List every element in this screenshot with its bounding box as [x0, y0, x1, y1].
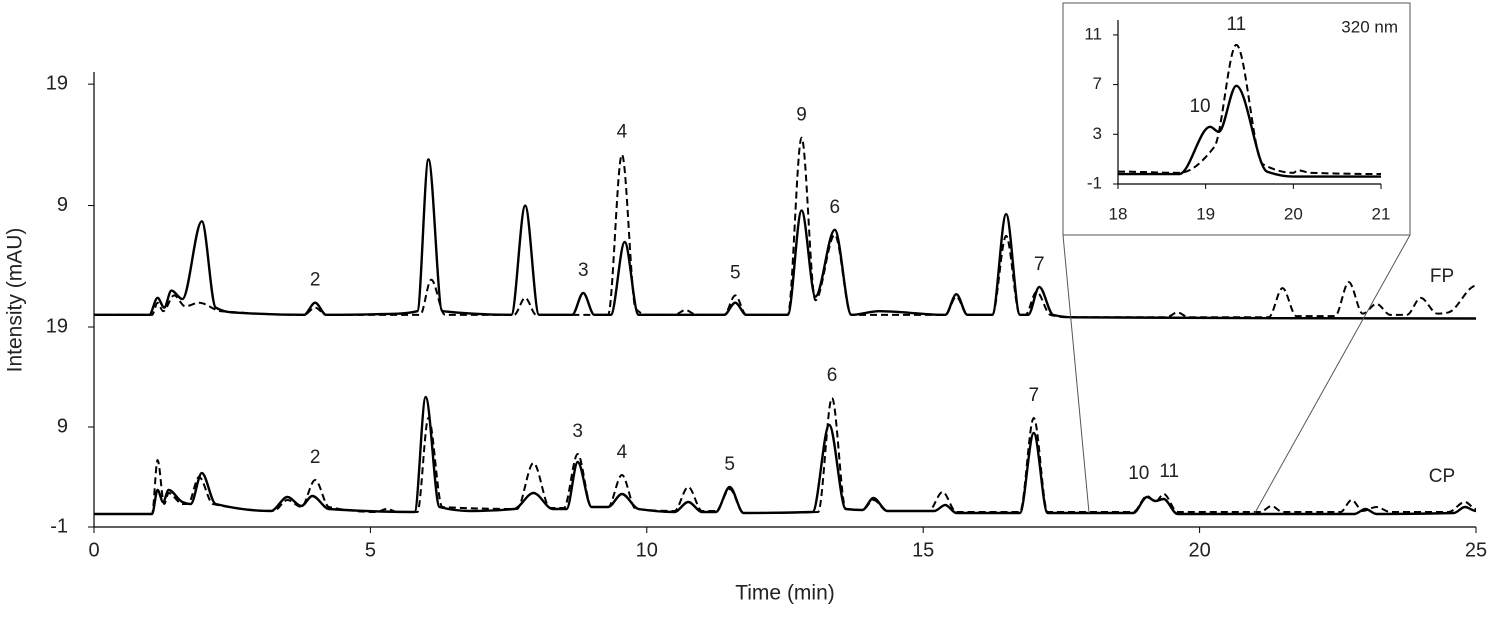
y-tick-label: 9	[57, 415, 68, 437]
peak-label: 11	[1159, 461, 1179, 482]
series-line	[93, 395, 1477, 516]
y-tick-label: 19	[46, 315, 68, 337]
series-line	[1118, 84, 1381, 178]
peak-label: 2	[310, 447, 321, 468]
peak-label: 3	[578, 260, 589, 281]
inset-x-tick-label: 20	[1284, 204, 1303, 223]
x-tick-label: 10	[636, 539, 658, 561]
x-axis-title: Time (min)	[735, 582, 835, 605]
inset-y-tick-label: 3	[1093, 124, 1102, 143]
inset-peak-label: 10	[1189, 96, 1210, 117]
inset-x-tick-label: 21	[1372, 204, 1391, 223]
y-tick-label: -1	[50, 515, 68, 537]
peak-label: 10	[1128, 463, 1149, 484]
inset-peak-label: 11	[1226, 14, 1246, 35]
peak-label: 5	[724, 454, 735, 475]
x-tick-label: 5	[365, 539, 376, 561]
peak-label: 5	[730, 262, 741, 283]
y-axis-title: Intensity (mAU)	[4, 228, 27, 373]
y-tick-label: 9	[57, 194, 68, 216]
peak-label: 2	[310, 270, 321, 291]
zoom-line	[1254, 234, 1411, 514]
peak-label: 4	[617, 442, 628, 463]
series-line	[1117, 43, 1382, 176]
zoom-line	[1062, 234, 1090, 514]
peak-label: 4	[617, 122, 628, 143]
peak-label: 7	[1034, 254, 1045, 275]
y-tick-label: 19	[46, 72, 68, 94]
inset-title: 320 nm	[1341, 17, 1398, 36]
inset-y-tick-label: 11	[1084, 24, 1102, 43]
inset-y-tick-label: -1	[1087, 173, 1102, 192]
x-tick-label: 0	[88, 539, 99, 561]
inset-frame	[1062, 2, 1411, 236]
inset-x-tick-label: 19	[1196, 204, 1215, 223]
inset-x-tick-label: 18	[1109, 204, 1128, 223]
panel-label: CP	[1429, 466, 1455, 487]
peak-label: 3	[572, 421, 583, 442]
peak-label: 6	[827, 365, 838, 386]
peak-label: 6	[829, 197, 840, 218]
peak-label: 7	[1028, 385, 1039, 406]
x-tick-label: 20	[1188, 539, 1210, 561]
x-tick-label: 15	[912, 539, 934, 561]
series-line	[93, 397, 1477, 516]
series-line	[93, 136, 1477, 319]
inset-y-tick-label: 7	[1093, 74, 1102, 93]
peak-label: 9	[796, 105, 807, 126]
panel-label: FP	[1430, 266, 1454, 287]
x-tick-label: 25	[1465, 539, 1487, 561]
